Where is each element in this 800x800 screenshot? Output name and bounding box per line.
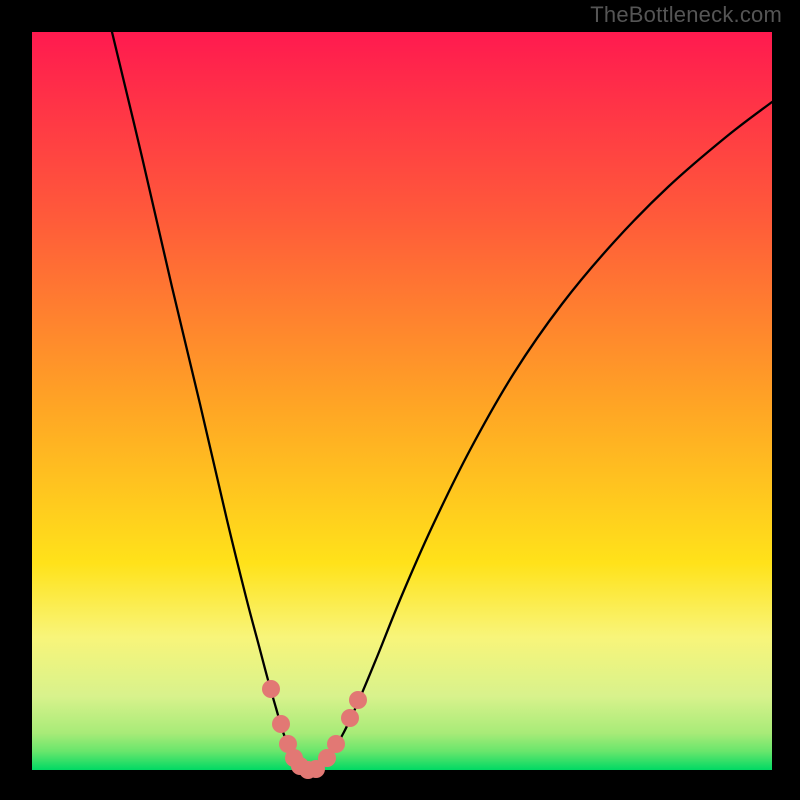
data-marker [272, 715, 290, 733]
bottleneck-curve-layer [0, 0, 800, 800]
data-marker [262, 680, 280, 698]
curve-right-branch [310, 102, 772, 770]
data-marker [349, 691, 367, 709]
curve-left-branch [112, 32, 310, 770]
data-marker [341, 709, 359, 727]
marker-group [262, 680, 367, 779]
figure-root: TheBottleneck.com [0, 0, 800, 800]
data-marker [327, 735, 345, 753]
watermark-text: TheBottleneck.com [590, 2, 782, 28]
